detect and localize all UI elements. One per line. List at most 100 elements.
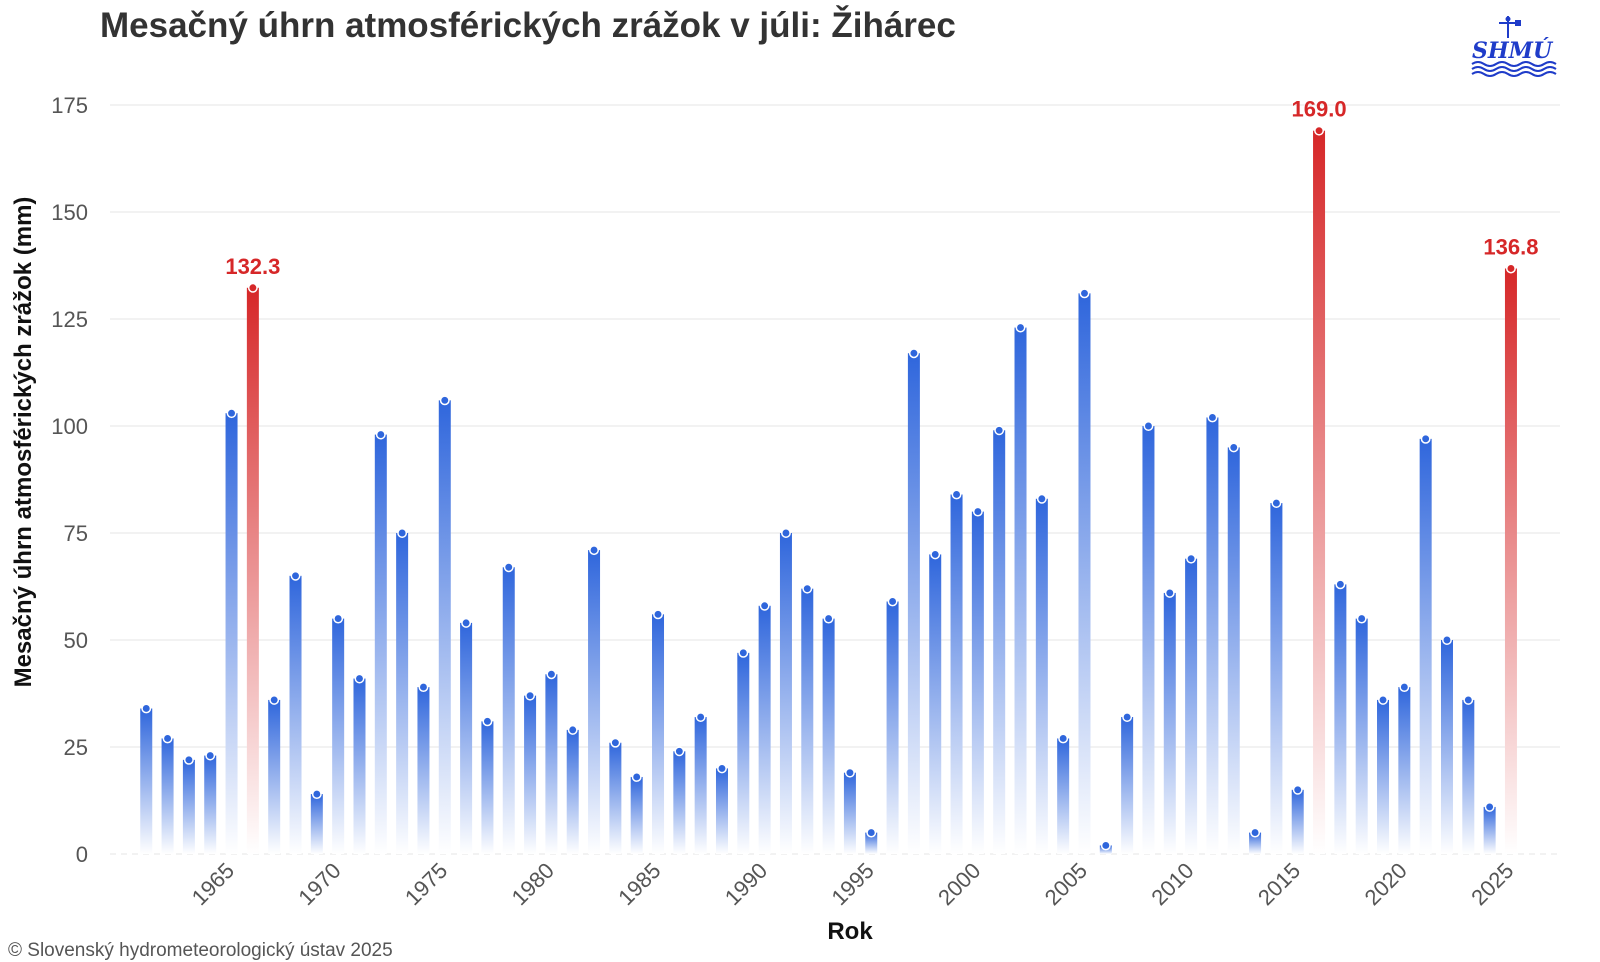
bar-point bbox=[1442, 635, 1452, 645]
bar bbox=[779, 528, 792, 854]
bar bbox=[310, 789, 323, 854]
bar bbox=[1142, 421, 1155, 854]
bar-rect bbox=[694, 717, 707, 854]
bar-rect bbox=[396, 533, 409, 854]
bar-point bbox=[1506, 263, 1516, 274]
bar-rect bbox=[1206, 417, 1219, 854]
bar bbox=[204, 750, 217, 854]
bar-point bbox=[439, 395, 450, 406]
bar-rect bbox=[246, 287, 259, 855]
bar-rect bbox=[652, 614, 665, 854]
bar bbox=[907, 348, 920, 854]
bar-point bbox=[930, 549, 941, 560]
bar-point bbox=[1228, 442, 1239, 453]
y-tick-label: 25 bbox=[64, 735, 88, 760]
bar bbox=[971, 506, 984, 854]
bar-rect bbox=[1313, 130, 1326, 854]
bar-point bbox=[311, 789, 322, 800]
bar-point bbox=[653, 609, 663, 620]
bar bbox=[758, 600, 771, 854]
copyright-text: © Slovenský hydrometeorologický ústav 20… bbox=[8, 940, 393, 961]
bar-point bbox=[1356, 613, 1367, 624]
bar-rect bbox=[545, 674, 558, 854]
bar-point bbox=[781, 528, 791, 538]
bar-point bbox=[866, 827, 877, 838]
bar bbox=[993, 425, 1006, 854]
bar-point bbox=[908, 348, 919, 359]
logo-text: SHMÚ bbox=[1472, 37, 1554, 64]
bar-point bbox=[1058, 733, 1069, 744]
wind-vane-icon bbox=[1499, 16, 1521, 38]
bar bbox=[524, 690, 537, 854]
y-axis-label: Mesačný úhrn atmosférických zrážok (mm) bbox=[10, 197, 37, 688]
bar bbox=[332, 613, 345, 854]
bar-point bbox=[972, 506, 983, 517]
bar bbox=[545, 669, 558, 854]
bar bbox=[737, 647, 750, 854]
bar bbox=[1035, 493, 1048, 854]
record-value-label: 169.0 bbox=[1292, 97, 1347, 122]
bar-point bbox=[503, 562, 514, 573]
bar-point bbox=[844, 767, 855, 778]
bar-point bbox=[1463, 694, 1474, 705]
bar-rect bbox=[1078, 293, 1091, 854]
x-axis-label: Rok bbox=[827, 918, 873, 945]
bar bbox=[481, 716, 494, 854]
bar bbox=[1419, 433, 1432, 854]
bar bbox=[801, 583, 814, 854]
bar-point bbox=[1143, 421, 1154, 431]
bar bbox=[1227, 442, 1240, 854]
bar-rect bbox=[1035, 498, 1048, 854]
bar-point bbox=[1100, 840, 1111, 851]
bar bbox=[694, 712, 707, 854]
bar-point bbox=[1164, 587, 1175, 598]
bar-rect bbox=[1227, 447, 1240, 854]
record-value-label: 136.8 bbox=[1483, 234, 1538, 259]
bar-rect bbox=[971, 511, 984, 854]
bar bbox=[843, 767, 856, 854]
bar bbox=[140, 703, 153, 854]
bar-rect bbox=[1142, 426, 1155, 854]
bar bbox=[182, 754, 195, 854]
bar bbox=[1014, 322, 1027, 854]
bar bbox=[1057, 733, 1070, 854]
bar-rect bbox=[1163, 592, 1176, 854]
x-tick-label: 2000 bbox=[933, 858, 985, 910]
bar-rect bbox=[1398, 687, 1411, 854]
x-tick-label: 2015 bbox=[1253, 858, 1305, 910]
bar bbox=[950, 489, 963, 854]
bar-point bbox=[1015, 322, 1026, 333]
record-bar bbox=[1313, 125, 1326, 854]
bar-rect bbox=[1249, 832, 1262, 854]
bar bbox=[225, 408, 238, 854]
bar bbox=[1078, 288, 1091, 854]
bar-point bbox=[951, 489, 962, 500]
bar bbox=[1377, 694, 1390, 854]
bar-point bbox=[1420, 433, 1431, 444]
bar-rect bbox=[161, 738, 174, 854]
bar-point bbox=[589, 545, 599, 556]
bar bbox=[588, 545, 601, 854]
bar bbox=[1163, 587, 1176, 854]
chart-title: Mesačný úhrn atmosférických zrážok v júl… bbox=[100, 6, 956, 45]
bar-point bbox=[1378, 694, 1388, 705]
record-bar bbox=[1504, 263, 1517, 855]
bar-rect bbox=[332, 618, 345, 854]
bar-rect bbox=[524, 695, 537, 854]
bar bbox=[161, 733, 174, 854]
bar-point bbox=[205, 750, 216, 761]
x-tick-label: 2025 bbox=[1466, 858, 1518, 910]
bar-rect bbox=[225, 413, 238, 854]
y-tick-label: 175 bbox=[51, 93, 88, 118]
bar-rect bbox=[993, 430, 1006, 854]
bar-rect bbox=[182, 759, 195, 854]
bar-point bbox=[1484, 801, 1495, 812]
x-tick-label: 2020 bbox=[1360, 858, 1412, 910]
bar bbox=[630, 772, 643, 854]
bar bbox=[715, 763, 728, 854]
x-tick-label: 2010 bbox=[1146, 858, 1198, 910]
bar-rect bbox=[630, 776, 643, 854]
bar-point bbox=[247, 282, 258, 293]
y-tick-label: 0 bbox=[76, 842, 88, 867]
